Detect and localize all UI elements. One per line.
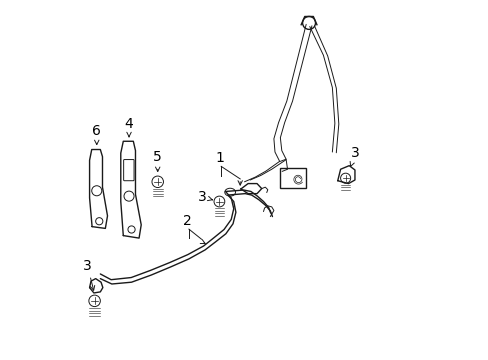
Text: 5: 5 — [153, 150, 162, 171]
Text: 3: 3 — [349, 146, 359, 166]
Text: 2: 2 — [183, 214, 191, 228]
Text: 6: 6 — [92, 124, 101, 145]
Text: 4: 4 — [124, 117, 133, 137]
Text: 3: 3 — [198, 190, 212, 204]
Text: 3: 3 — [83, 258, 95, 290]
Bar — [280, 168, 305, 188]
Text: 1: 1 — [215, 151, 224, 165]
